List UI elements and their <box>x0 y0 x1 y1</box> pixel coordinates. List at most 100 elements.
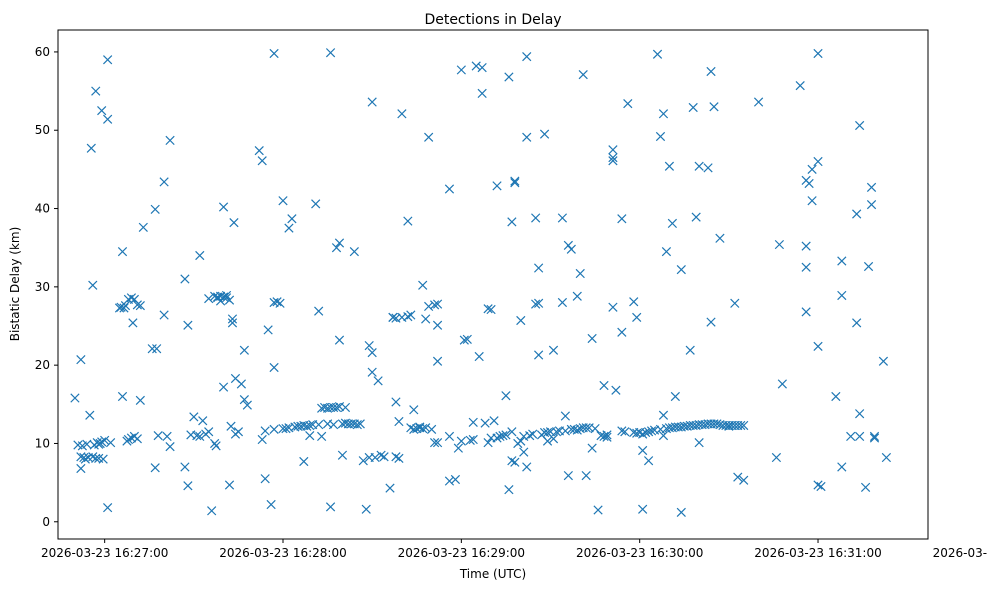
y-axis-label: Bistatic Delay (km) <box>8 227 22 342</box>
y-tick-label: 30 <box>35 280 50 294</box>
data-point <box>706 317 716 327</box>
data-point <box>221 290 232 301</box>
data-point <box>147 344 157 354</box>
data-point <box>531 213 541 223</box>
data-point <box>534 298 544 308</box>
data-point <box>548 434 559 444</box>
data-point <box>646 426 657 436</box>
data-point <box>257 434 267 445</box>
data-point <box>852 209 862 219</box>
data-point <box>560 426 571 436</box>
chart-title: Detections in Delay <box>424 12 561 28</box>
data-point <box>150 204 160 214</box>
data-point <box>563 470 573 481</box>
data-point <box>233 427 244 437</box>
data-point <box>878 356 889 366</box>
data-point <box>638 445 648 456</box>
data-point <box>816 481 826 492</box>
data-point <box>632 312 642 323</box>
data-point <box>534 263 544 273</box>
data-point <box>602 430 612 440</box>
data-point <box>587 443 597 453</box>
data-point <box>269 424 279 434</box>
data-point <box>334 335 345 345</box>
data-point <box>507 217 517 227</box>
data-point <box>658 431 669 441</box>
data-point <box>204 293 214 304</box>
data-point <box>462 334 472 344</box>
data-point <box>658 109 669 119</box>
data-point <box>688 102 698 113</box>
data-point <box>224 295 235 305</box>
data-point <box>311 199 321 209</box>
data-point <box>623 98 633 109</box>
data-point <box>456 65 466 75</box>
data-point <box>608 302 618 312</box>
data-point <box>150 463 160 473</box>
data-point <box>733 472 743 482</box>
data-point <box>813 480 823 490</box>
data-point <box>617 426 627 436</box>
data-point <box>539 129 550 139</box>
data-point <box>269 362 279 373</box>
y-tick-label: 0 <box>42 515 50 529</box>
data-point <box>468 417 478 427</box>
data-point <box>367 367 377 377</box>
y-tick-label: 50 <box>35 123 50 137</box>
data-point <box>227 318 238 328</box>
data-point <box>522 132 532 142</box>
data-point <box>712 419 722 429</box>
data-point <box>424 132 434 142</box>
data-point <box>444 184 455 194</box>
data-point <box>608 156 618 166</box>
data-point <box>314 306 324 316</box>
data-point <box>391 452 401 462</box>
data-point <box>468 434 478 445</box>
data-point <box>664 161 675 171</box>
data-point <box>227 314 238 324</box>
data-point <box>135 395 145 406</box>
data-point <box>302 421 312 431</box>
data-point <box>450 474 461 485</box>
data-point <box>551 427 562 437</box>
data-point <box>119 303 129 313</box>
data-point <box>153 431 163 441</box>
data-point <box>379 452 389 462</box>
data-point <box>617 327 627 337</box>
data-point <box>180 462 190 472</box>
data-point <box>373 376 383 386</box>
data-point <box>617 214 627 224</box>
data-point <box>629 297 639 307</box>
data-point <box>477 62 487 73</box>
data-point <box>432 299 443 309</box>
data-point <box>483 438 493 448</box>
data-point <box>426 424 437 434</box>
data-point <box>97 437 107 447</box>
data-point <box>483 304 493 314</box>
data-point <box>510 176 520 186</box>
data-point <box>846 431 856 442</box>
data-point <box>667 218 678 229</box>
data-point <box>76 452 86 462</box>
data-point <box>587 333 597 344</box>
data-point <box>432 320 443 330</box>
data-point <box>397 109 407 119</box>
data-point <box>507 427 517 437</box>
data-point <box>641 427 651 438</box>
data-point <box>275 298 285 308</box>
data-point <box>432 356 443 366</box>
data-point <box>281 423 291 434</box>
data-point <box>638 504 648 514</box>
data-point <box>337 450 348 460</box>
data-point <box>753 97 764 107</box>
data-point <box>85 410 95 420</box>
data-point <box>510 178 520 188</box>
data-point <box>860 482 871 492</box>
data-point <box>691 212 701 222</box>
data-point <box>266 499 276 510</box>
data-point <box>658 410 669 420</box>
data-point <box>88 280 98 290</box>
data-point <box>611 385 621 395</box>
data-point <box>91 86 101 96</box>
data-point <box>218 382 229 392</box>
